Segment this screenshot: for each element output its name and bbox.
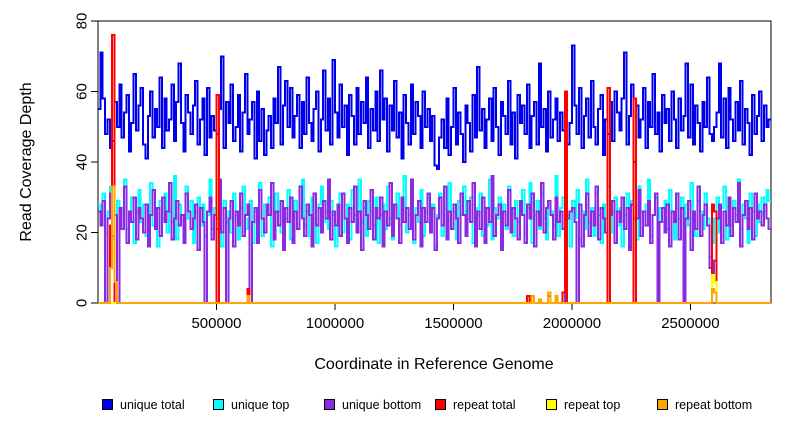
x-tick-label: 2500000 [661, 315, 719, 332]
series-repeat-bottom [98, 185, 771, 304]
y-tick-label: 20 [74, 224, 91, 241]
legend-label: unique top [231, 397, 290, 412]
series-unique-total [98, 44, 771, 171]
series-repeat-top [98, 273, 771, 304]
legend-label: repeat total [453, 397, 516, 412]
legend-item-unique-total: unique total [102, 397, 185, 412]
y-tick-label: 0 [74, 299, 91, 307]
x-tick-label: 1500000 [424, 315, 482, 332]
legend-item-unique-bottom: unique bottom [324, 397, 422, 412]
legend-label: repeat bottom [675, 397, 753, 412]
y-tick-label: 40 [74, 154, 91, 171]
y-axis-title: Read Coverage Depth [18, 82, 35, 242]
y-tick-label: 60 [74, 83, 91, 100]
x-axis-title: Coordinate in Reference Genome [314, 356, 554, 373]
legend-item-repeat-top: repeat top [546, 397, 621, 412]
legend-item-repeat-bottom: repeat bottom [657, 397, 753, 412]
legend-swatch-unique-bottom [324, 399, 335, 410]
legend-label: unique total [120, 397, 185, 412]
legend-swatch-unique-top [213, 399, 224, 410]
legend-label: repeat top [564, 397, 621, 412]
y-tick-label: 80 [74, 13, 91, 30]
legend-label: unique bottom [342, 397, 422, 412]
legend-swatch-repeat-total [435, 399, 446, 410]
x-tick-label: 2000000 [543, 315, 601, 332]
legend-item-unique-top: unique top [213, 397, 290, 412]
legend-swatch-repeat-top [546, 399, 557, 410]
legend-swatch-repeat-bottom [657, 399, 668, 410]
x-tick-label: 1000000 [306, 315, 364, 332]
legend-item-repeat-total: repeat total [435, 397, 516, 412]
series-repeat-total [98, 34, 771, 304]
x-tick-label: 500000 [191, 315, 241, 332]
legend-swatch-unique-total [102, 399, 113, 410]
